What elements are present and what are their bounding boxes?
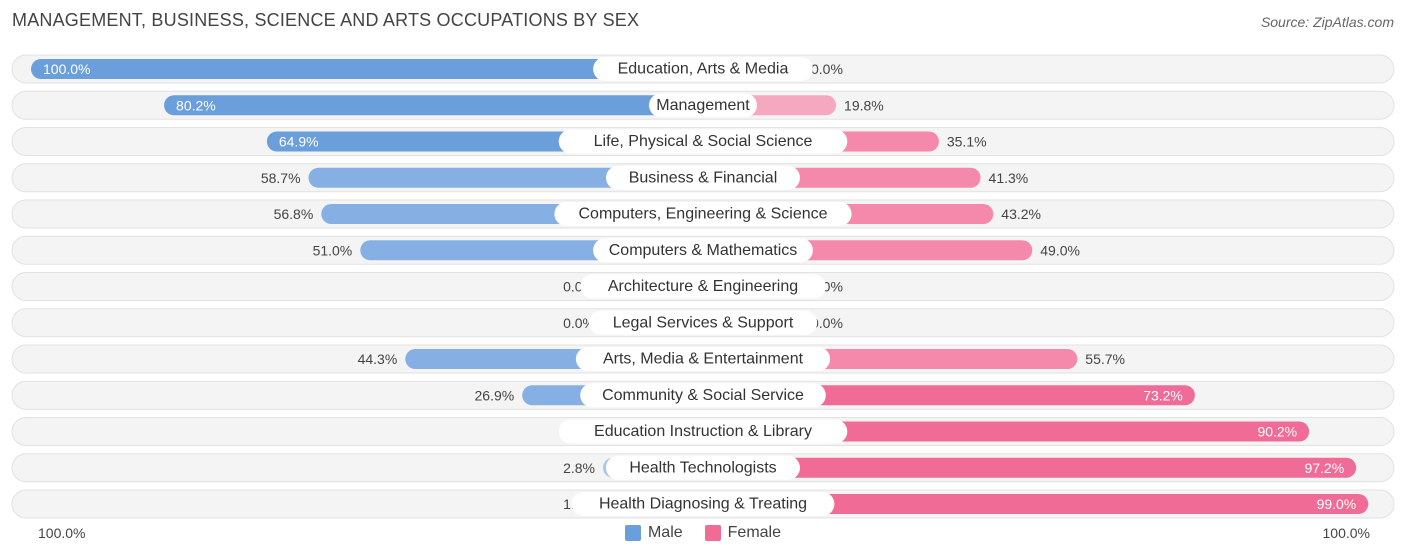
legend-swatch-female (704, 525, 721, 541)
value-label-female: 55.7% (1085, 351, 1125, 367)
bar-female (703, 421, 1310, 442)
category-label-background (575, 347, 831, 371)
value-label-female: 35.1% (947, 134, 987, 150)
value-label-male: 56.8% (274, 206, 314, 222)
legend-swatch-male (624, 525, 641, 541)
value-label-female: 41.3% (989, 170, 1029, 186)
category-label: Health Technologists (629, 459, 776, 476)
category-label: Business & Financial (629, 169, 778, 186)
legend-item-female: Female (704, 524, 782, 542)
bar-male (308, 167, 703, 188)
category-label-background (554, 202, 852, 226)
value-label-female: 19.8% (844, 97, 884, 113)
category-label: Management (656, 97, 750, 114)
category-label: Legal Services & Support (613, 314, 794, 331)
value-label-female: 0.0% (811, 315, 843, 331)
bar-female (703, 494, 1369, 514)
category-label-background (593, 57, 813, 81)
bar-male (31, 59, 703, 79)
category-label-background (580, 383, 826, 408)
category-label-background (606, 455, 800, 480)
bar-female (703, 385, 1195, 406)
value-label-male: 44.3% (358, 351, 398, 367)
value-label-male: 100.0% (43, 61, 90, 77)
category-label-background (606, 165, 800, 190)
category-label: Arts, Media & Entertainment (603, 351, 804, 368)
legend: Male Female (0, 524, 1406, 542)
value-label-female: 0.0% (811, 61, 843, 77)
legend-item-male: Male (624, 524, 683, 542)
value-label-male: 51.0% (313, 242, 353, 258)
category-label: Health Diagnosing & Treating (599, 496, 807, 513)
value-label-female: 99.0% (1317, 496, 1357, 512)
category-label: Life, Physical & Social Science (594, 133, 813, 150)
category-label: Education, Arts & Media (618, 61, 789, 78)
category-label: Architecture & Engineering (608, 278, 798, 295)
value-label-male: 58.7% (261, 170, 301, 186)
axis-left-label: 100.0% (38, 525, 86, 541)
bar-female (703, 457, 1357, 478)
value-label-male: 64.9% (279, 134, 319, 150)
bar-male (164, 95, 703, 116)
value-label-male: 80.2% (176, 97, 216, 113)
category-label-background (580, 274, 826, 299)
category-label-background (588, 310, 818, 335)
value-label-female: 90.2% (1257, 424, 1297, 440)
value-label-male: 26.9% (475, 387, 515, 403)
chart-title: MANAGEMENT, BUSINESS, SCIENCE AND ARTS O… (12, 10, 640, 30)
category-label-background (649, 93, 757, 118)
value-label-female: 49.0% (1040, 242, 1080, 258)
value-label-female: 43.2% (1001, 206, 1041, 222)
source-credit: Source: ZipAtlas.com (1260, 14, 1394, 30)
category-label-background (593, 238, 813, 263)
category-label: Computers, Engineering & Science (578, 206, 827, 223)
axis-right-label: 100.0% (1322, 525, 1370, 541)
category-label: Education Instruction & Library (594, 423, 812, 440)
value-label-male: 0.0% (563, 315, 595, 331)
category-label-background (558, 419, 848, 444)
category-label: Computers & Mathematics (609, 242, 798, 259)
value-label-male: 2.8% (563, 460, 595, 476)
legend-label-female: Female (727, 524, 782, 541)
value-label-female: 97.2% (1304, 460, 1344, 476)
category-label: Community & Social Service (602, 387, 804, 404)
category-label-background (558, 129, 848, 154)
value-label-female: 73.2% (1143, 387, 1183, 403)
category-label-background (571, 492, 835, 516)
legend-label-male: Male (647, 524, 683, 541)
chart-plot: 100.0% 0.0% Education, Arts & Media 80.2% 19… (11, 54, 1395, 519)
